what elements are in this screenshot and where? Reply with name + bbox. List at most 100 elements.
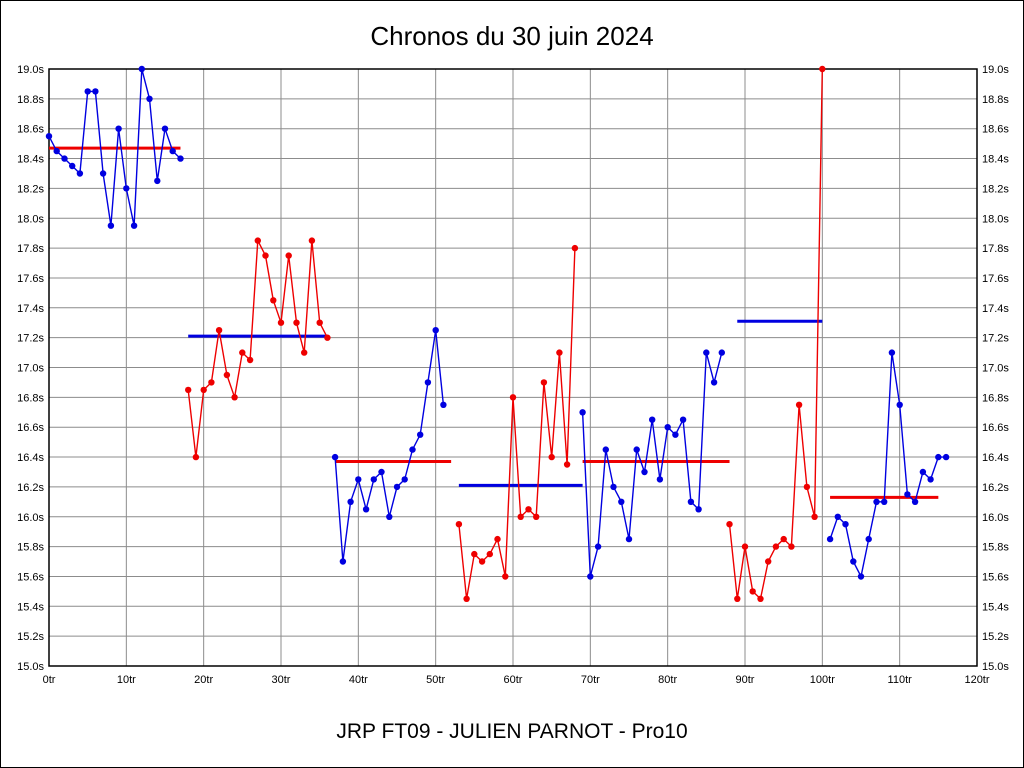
lap-time-point (393, 483, 401, 491)
y-tick-label-left: 18.8s (17, 94, 44, 106)
lap-time-point (432, 327, 439, 334)
lap-time-point (765, 558, 772, 565)
lap-time-point (440, 401, 447, 408)
y-tick-label-left: 17.4s (17, 303, 44, 315)
lap-time-point (99, 170, 107, 177)
lap-time-point (355, 476, 362, 483)
lap-time-point (502, 573, 509, 580)
stint-line (829, 352, 947, 579)
lap-time-point (517, 513, 524, 520)
chart-title: Chronos du 30 juin 2024 (370, 21, 654, 51)
x-tick-label: 30tr (272, 674, 291, 686)
lap-time-point (463, 595, 470, 602)
lap-time-point (942, 453, 950, 461)
lap-time-point (331, 453, 339, 461)
x-tick-label: 50tr (426, 674, 445, 686)
lap-time-point (857, 573, 865, 580)
lap-time-point (571, 244, 579, 252)
x-tick-label: 20tr (194, 674, 213, 686)
x-tick-label: 40tr (349, 674, 368, 686)
lap-time-point (277, 319, 285, 326)
y-tick-label-right: 18.0s (982, 213, 1009, 225)
y-tick-label-left: 18.2s (17, 183, 44, 195)
lap-time-point (842, 521, 849, 528)
x-tick-label: 0tr (43, 674, 56, 686)
lap-time-point (301, 349, 308, 356)
lap-time-point (749, 588, 756, 595)
lap-time-point (378, 468, 385, 476)
lap-time-point (772, 543, 780, 550)
lap-time-point (540, 379, 548, 386)
lap-time-point (726, 521, 733, 528)
lap-time-point (803, 483, 811, 491)
y-tick-label-left: 17.8s (17, 243, 44, 255)
lap-time-point (362, 506, 370, 513)
lap-time-point (69, 162, 76, 170)
lap-time-point (262, 252, 269, 259)
lap-time-point (556, 349, 563, 356)
lap-time-point (208, 379, 215, 386)
lap-time-point (757, 595, 764, 602)
y-tick-label-left: 19.0s (17, 64, 44, 76)
stint-line (728, 68, 823, 601)
lap-time-point (850, 558, 857, 565)
lap-time-point (177, 155, 184, 162)
y-tick-label-right: 17.4s (982, 303, 1009, 315)
lap-time-point (935, 453, 942, 461)
lap-time-point (386, 513, 393, 520)
lap-time-point (92, 88, 99, 95)
x-tick-label: 120tr (964, 674, 989, 686)
y-tick-label-left: 16.4s (17, 452, 44, 464)
lap-time-point (788, 543, 795, 550)
lap-time-point (888, 349, 896, 356)
lap-time-point (896, 401, 903, 408)
y-tick-label-left: 16.6s (17, 422, 44, 434)
lap-time-point (471, 550, 478, 558)
stint-line (581, 352, 723, 577)
y-tick-label-right: 18.2s (982, 183, 1009, 195)
y-tick-label-left: 18.4s (17, 154, 44, 166)
y-tick-label-right: 15.6s (982, 571, 1009, 583)
y-tick-label-left: 15.0s (17, 661, 44, 673)
y-tick-label-right: 17.8s (982, 243, 1009, 255)
lap-time-point (401, 476, 408, 483)
lap-time-point (270, 297, 277, 304)
lap-time-point (633, 446, 640, 453)
lap-time-point (308, 237, 316, 244)
y-tick-label-right: 17.6s (982, 273, 1009, 285)
x-tick-label: 70tr (581, 674, 600, 686)
lap-time-point (649, 416, 656, 423)
y-tick-label-left: 15.6s (17, 571, 44, 583)
plot-border (48, 68, 978, 667)
lap-time-point (254, 237, 261, 244)
lap-time-point (200, 386, 207, 394)
y-tick-label-right: 17.2s (982, 333, 1009, 345)
lap-time-point (594, 543, 602, 550)
lap-time-point (563, 461, 571, 468)
y-tick-label-left: 15.4s (17, 601, 44, 613)
y-tick-label-right: 16.4s (982, 452, 1009, 464)
y-tick-label-right: 16.0s (982, 512, 1009, 524)
lap-time-point (324, 334, 331, 341)
lap-time-point (138, 65, 145, 73)
lap-time-point (780, 535, 787, 543)
lap-time-point (486, 550, 493, 558)
lap-time-point (834, 513, 841, 520)
y-tick-label-left: 16.8s (17, 392, 44, 404)
y-tick-label-left: 15.8s (17, 542, 44, 554)
y-tick-label-right: 17.0s (982, 363, 1009, 375)
lap-time-point (494, 535, 501, 543)
lap-time-point (919, 468, 927, 476)
lap-time-point (455, 521, 463, 528)
lap-time-point (703, 349, 710, 356)
x-tick-label: 110tr (888, 674, 913, 686)
y-tick-label-left: 16.2s (17, 482, 44, 494)
lap-time-point (587, 573, 594, 580)
lap-time-point (246, 356, 254, 364)
lap-time-point (881, 498, 888, 505)
lap-time-point (115, 125, 122, 132)
lap-time-point (215, 327, 223, 334)
lap-time-point (192, 453, 200, 461)
lap-time-point (146, 95, 153, 103)
